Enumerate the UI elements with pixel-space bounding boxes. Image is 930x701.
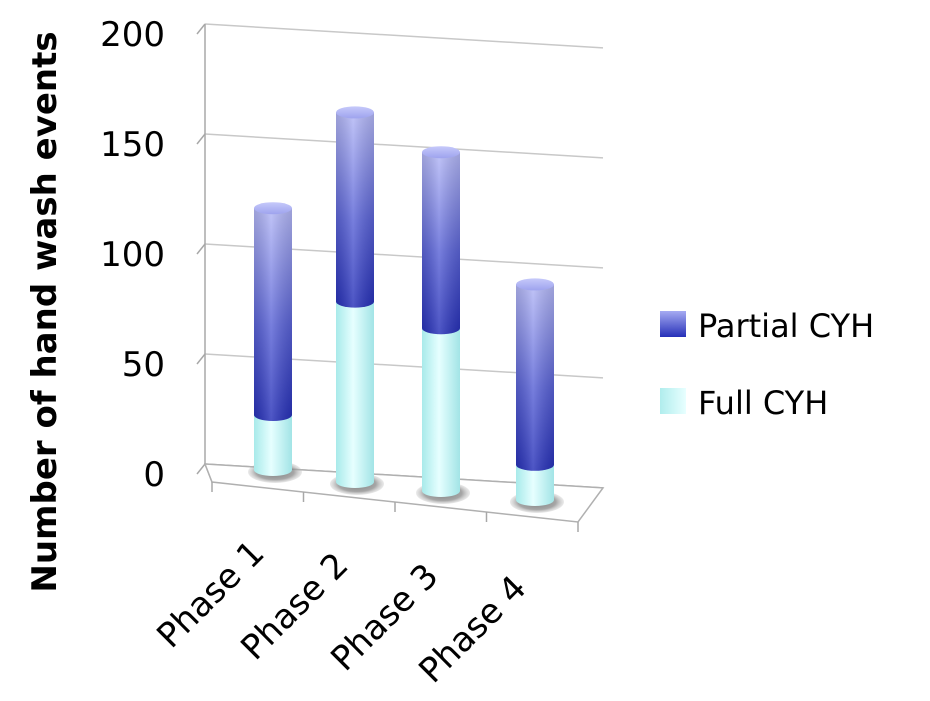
- y-tick-mark-100: [197, 244, 205, 254]
- y-tick-mark-150: [197, 134, 205, 144]
- y-tick-label-200: 200: [100, 15, 165, 55]
- bar-shine-phase-1: [254, 208, 292, 421]
- bar-segment-full-cyh-phase-4: [516, 465, 554, 506]
- bar-phase-2: [330, 106, 384, 495]
- bar-segment-full-cyh-phase-2: [336, 302, 374, 488]
- y-tick-mark-50: [197, 354, 205, 364]
- legend: Partial CYH Full CYH: [660, 307, 874, 422]
- bar-phase-4: [510, 278, 564, 513]
- bar-phase-3: [416, 146, 470, 504]
- y-tick-label-150: 150: [100, 125, 165, 165]
- bar-cap-phase-2: [336, 106, 374, 118]
- bar-cap-phase-4: [516, 278, 554, 290]
- gridline-150: [205, 134, 603, 158]
- bar-cap-phase-3: [422, 146, 460, 158]
- y-tick-label-50: 50: [122, 345, 165, 385]
- y-tick-labels: 0 50 100 150 200: [100, 15, 165, 495]
- y-tick-mark-0: [197, 464, 205, 474]
- legend-swatch-full-cyh: [660, 388, 686, 414]
- bar-cap-phase-1: [254, 202, 292, 214]
- y-axis-label: Number of hand wash events: [25, 31, 65, 592]
- bar-segment-full-cyh-phase-1: [254, 415, 292, 476]
- legend-label-partial-cyh: Partial CYH: [698, 307, 874, 345]
- bar-shine-phase-3: [422, 152, 460, 334]
- bar-shine-phase-2: [336, 112, 374, 307]
- y-tick-label-0: 0: [143, 455, 165, 495]
- legend-label-full-cyh: Full CYH: [698, 384, 828, 422]
- bar-phase-1: [248, 202, 302, 483]
- bars: [248, 106, 564, 513]
- bar-shine-phase-4: [516, 284, 554, 470]
- y-tick-mark-200: [197, 24, 205, 34]
- gridline-200: [205, 24, 603, 48]
- bar-segment-full-cyh-phase-3: [422, 328, 460, 497]
- legend-swatch-partial-cyh: [660, 311, 686, 337]
- y-tick-label-100: 100: [100, 235, 165, 275]
